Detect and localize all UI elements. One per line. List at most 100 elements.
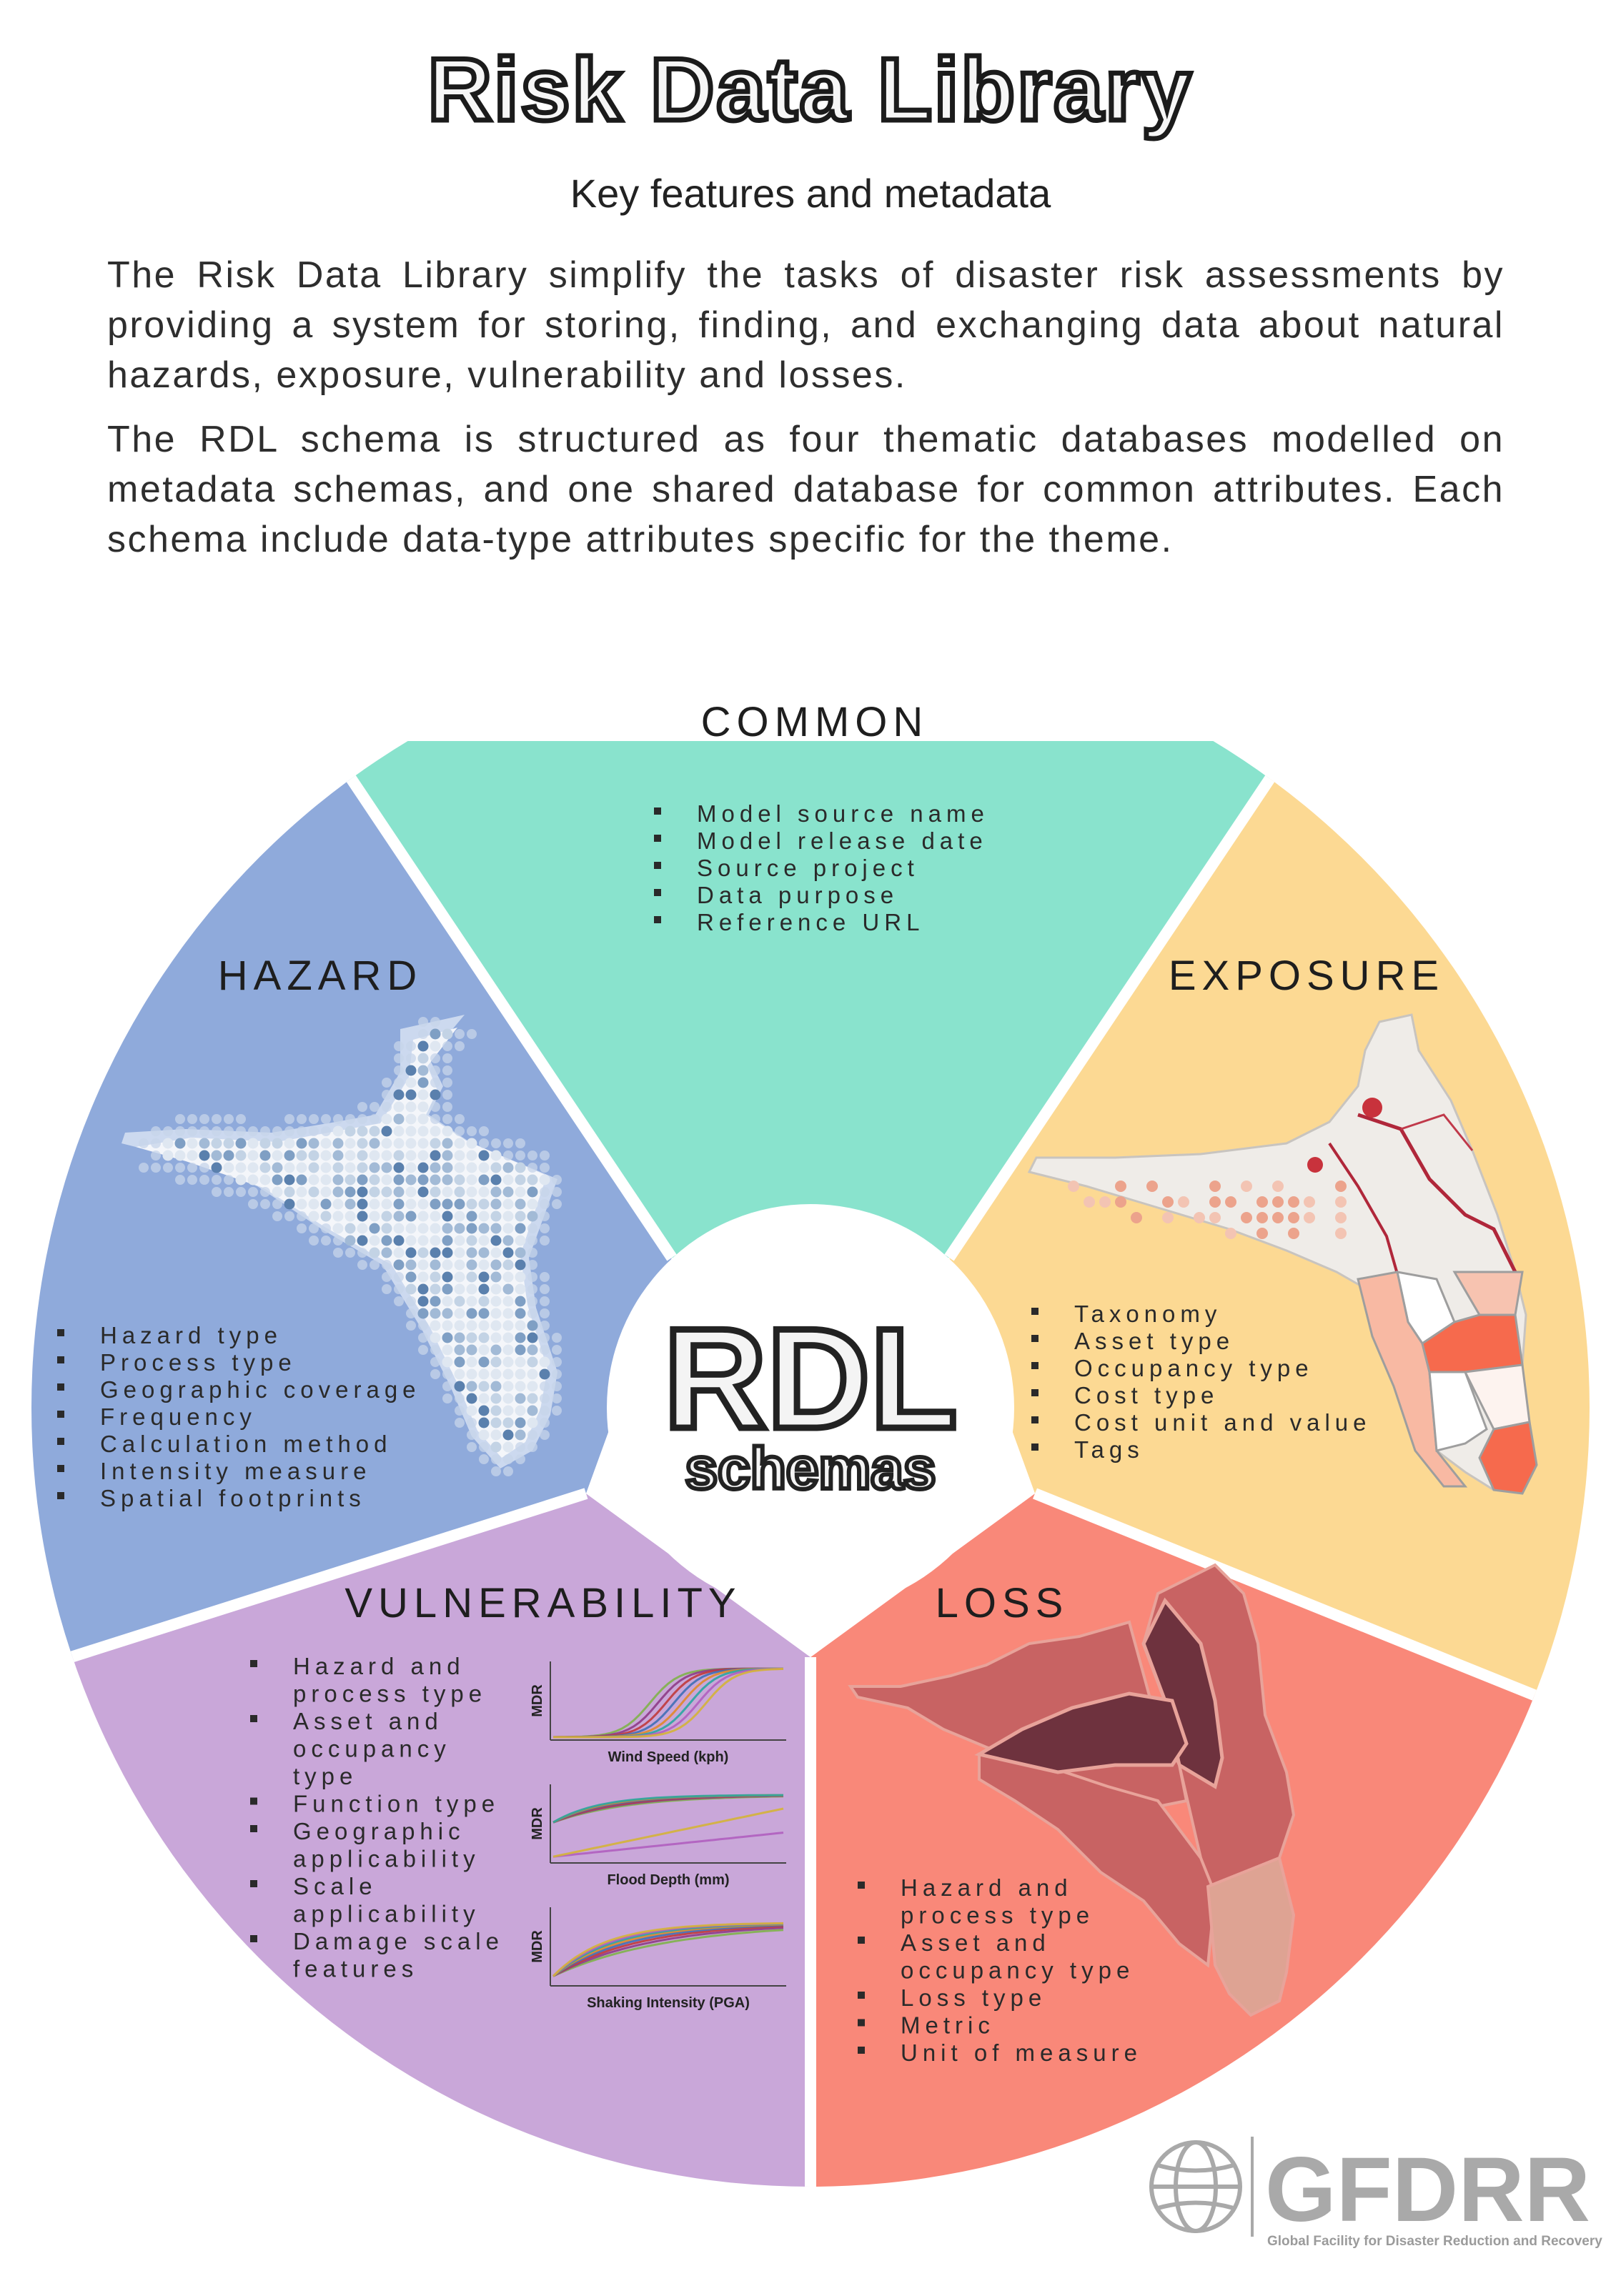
- gfdrr-logo: GFDRR Global Facility for Disaster Reduc…: [1149, 2137, 1602, 2249]
- loss-bullet-icon: [858, 2019, 865, 2027]
- hazard-bullet-icon: [57, 1356, 64, 1363]
- intro-text: The Risk Data Library simplify the tasks…: [107, 250, 1504, 579]
- common-bullet-icon: [654, 862, 661, 869]
- loss-item: Hazard and: [901, 1874, 1073, 1901]
- loss-item: process type: [901, 1902, 1094, 1929]
- exposure-bullet-icon: [1031, 1362, 1038, 1369]
- hazard-bullet-icon: [57, 1411, 64, 1418]
- vulnerability-title: VULNERABILITY: [344, 1580, 741, 1626]
- common-bullet-icon: [654, 807, 661, 815]
- vulnerability-item: occupancy: [293, 1736, 451, 1762]
- vulnerability-bullet-icon: [250, 1880, 257, 1887]
- common-item: Model source name: [697, 800, 989, 827]
- common-item: Reference URL: [697, 909, 924, 935]
- hazard-bullet-icon: [57, 1383, 64, 1391]
- page-title: Risk Data Library: [425, 39, 1194, 142]
- exposure-item: Cost type: [1074, 1382, 1219, 1408]
- exposure-map-image: [1027, 1013, 1538, 1495]
- hazard-item: Geographic coverage: [100, 1376, 421, 1403]
- vulnerability-item: Function type: [293, 1791, 500, 1817]
- gfdrr-wordmark: GFDRR: [1265, 2139, 1590, 2241]
- exposure-item: Cost unit and value: [1074, 1409, 1372, 1436]
- loss-item: Loss type: [901, 1984, 1046, 2011]
- vulnerability-item: Geographic: [293, 1818, 465, 1844]
- vulnerability-item: Hazard and: [293, 1653, 465, 1679]
- loss-bullet-icon: [858, 1992, 865, 1999]
- vulnerability-item: Damage scale: [293, 1928, 504, 1954]
- hazard-map-image: [122, 1015, 562, 1476]
- hazard-intensity-dots: [139, 1017, 562, 1476]
- hazard-bullet-icon: [57, 1465, 64, 1472]
- hazard-item: Process type: [100, 1349, 297, 1376]
- vulnerability-item: applicability: [293, 1846, 480, 1872]
- exposure-bullet-icon: [1031, 1389, 1038, 1396]
- hazard-bullet-icon: [57, 1329, 64, 1336]
- chart-ylabel: MDR: [530, 1807, 545, 1840]
- subtitle: Key features and metadata: [570, 171, 1051, 216]
- common-title: COMMON: [701, 699, 929, 745]
- loss-item: Metric: [901, 2012, 995, 2039]
- exposure-item: Tags: [1074, 1436, 1144, 1463]
- loss-bullet-icon: [858, 2047, 865, 2054]
- vulnerability-bullet-icon: [250, 1797, 257, 1805]
- loss-item: Unit of measure: [901, 2039, 1142, 2066]
- loss-item: Asset and: [901, 1929, 1051, 1956]
- vulnerability-item: applicability: [293, 1901, 480, 1927]
- chart-ylabel: MDR: [530, 1684, 545, 1717]
- exposure-bullet-icon: [1031, 1416, 1038, 1423]
- exposure-item: Asset type: [1074, 1328, 1234, 1354]
- common-bullet-icon: [654, 835, 661, 842]
- globe-icon: [1149, 2140, 1242, 2233]
- vulnerability-item: features: [293, 1956, 418, 1982]
- vulnerability-item: Asset and: [293, 1708, 443, 1734]
- hazard-item: Calculation method: [100, 1431, 392, 1457]
- exposure-bullet-icon: [1031, 1443, 1038, 1451]
- loss-title: LOSS: [936, 1580, 1069, 1626]
- common-bullet-icon: [654, 916, 661, 923]
- exposure-item: Occupancy type: [1074, 1355, 1314, 1381]
- hazard-item: Frequency: [100, 1403, 257, 1430]
- common-item: Source project: [697, 855, 919, 881]
- vulnerability-bullet-icon: [250, 1715, 257, 1722]
- vulnerability-item: type: [293, 1763, 357, 1789]
- exposure-value-dots: [1068, 1181, 1347, 1239]
- vulnerability-bullet-icon: [250, 1825, 257, 1832]
- exposure-title: EXPOSURE: [1169, 953, 1444, 999]
- intro-paragraph-2: The RDL schema is structured as four the…: [107, 419, 1504, 560]
- intro-paragraph-1: The Risk Data Library simplify the tasks…: [107, 254, 1504, 396]
- chart-xlabel: Wind Speed (kph): [608, 1749, 729, 1765]
- loss-map-image: [848, 1563, 1296, 2017]
- hazard-item: Hazard type: [100, 1322, 282, 1348]
- vulnerability-bullet-icon: [250, 1935, 257, 1942]
- vulnerability-item: Scale: [293, 1873, 377, 1899]
- vulnerability-function-charts: MDR Wind Speed (kph) MDR Flood Depth (mm) MD…: [530, 1661, 786, 2011]
- center-subtitle-schemas: schemas: [685, 1436, 936, 1501]
- common-item: Data purpose: [697, 882, 898, 908]
- loss-item: occupancy type: [901, 1957, 1134, 1984]
- loss-bullet-icon: [858, 1882, 865, 1889]
- hazard-bullet-icon: [57, 1438, 64, 1445]
- vulnerability-item: process type: [293, 1681, 487, 1707]
- hazard-bullet-icon: [57, 1492, 64, 1499]
- title-text: Risk Data Library: [428, 41, 1194, 139]
- exposure-bullet-icon: [1031, 1308, 1038, 1315]
- common-bullet-icon: [654, 889, 661, 896]
- vulnerability-bullet-icon: [250, 1660, 257, 1667]
- segment-common[interactable]: [326, 741, 1295, 1258]
- chart-xlabel: Shaking Intensity (PGA): [587, 1995, 750, 2011]
- chart-xlabel: Flood Depth (mm): [607, 1872, 729, 1888]
- hazard-item: Intensity measure: [100, 1458, 371, 1484]
- loss-bullet-icon: [858, 1937, 865, 1944]
- hazard-title: HAZARD: [218, 953, 422, 999]
- hazard-item: Spatial footprints: [100, 1485, 366, 1511]
- chart-ylabel: MDR: [530, 1930, 545, 1963]
- gfdrr-tagline: Global Facility for Disaster Reduction a…: [1267, 2234, 1602, 2249]
- exposure-bullet-icon: [1031, 1335, 1038, 1342]
- common-item: Model release date: [697, 828, 988, 854]
